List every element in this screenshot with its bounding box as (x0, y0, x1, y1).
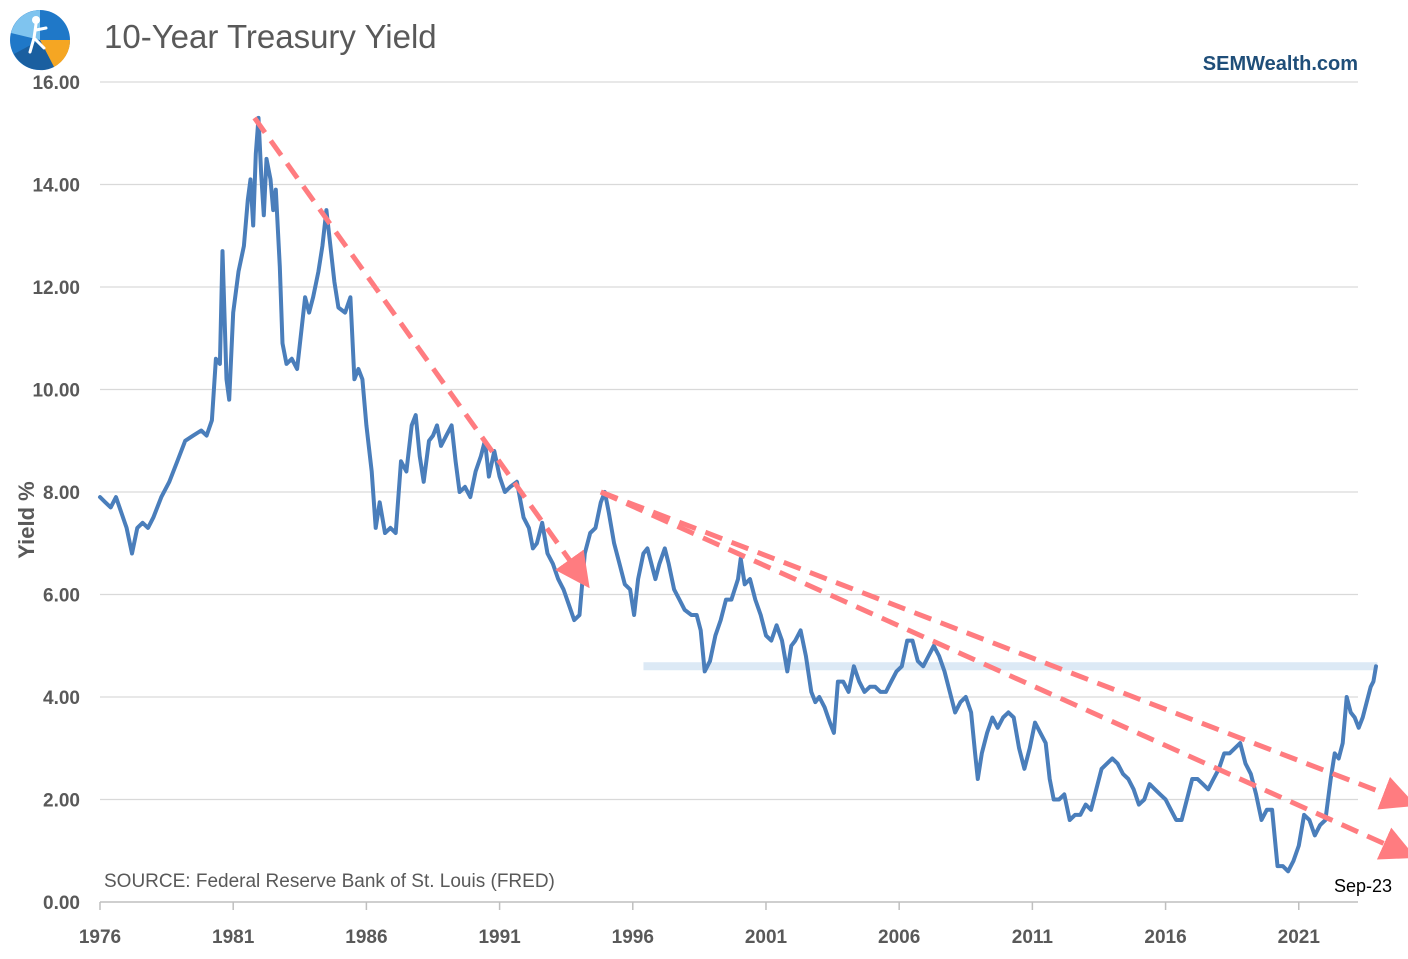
resistance-band (643, 662, 1378, 671)
x-tick-label: 2001 (745, 927, 788, 948)
y-tick-label: 2.00 (43, 791, 80, 812)
x-tick-label: 2016 (1144, 927, 1186, 948)
y-tick-label: 16.00 (32, 73, 80, 94)
x-axis-ticks: 1976 1981 1986 1991 1996 2001 2006 2011 2016 2021 (79, 902, 1320, 948)
y-axis-label: Yield % (14, 481, 39, 558)
y-tick-label: 12.00 (32, 278, 80, 299)
x-tick-label: 2021 (1278, 927, 1321, 948)
end-date-label: Sep-23 (1334, 876, 1392, 896)
chart-title: 10-Year Treasury Yield (104, 18, 437, 55)
x-tick-label: 1991 (478, 927, 521, 948)
y-tick-label: 6.00 (43, 586, 80, 607)
x-tick-label: 2011 (1012, 927, 1054, 948)
y-tick-label: 10.00 (32, 381, 80, 402)
x-tick-label: 1996 (612, 927, 654, 948)
gridlines (100, 81, 1358, 801)
x-tick-label: 1976 (79, 927, 121, 948)
y-tick-label: 4.00 (43, 688, 80, 709)
trend-line (599, 489, 1408, 860)
y-tick-label: 14.00 (32, 176, 80, 197)
trend-lines (252, 116, 1408, 860)
x-tick-label: 2006 (878, 927, 920, 948)
trend-line (252, 116, 590, 589)
y-axis-ticks: 0.00 2.00 4.00 6.00 8.00 10.00 12.00 14.00 16.00 (32, 73, 80, 914)
y-tick-label: 0.00 (43, 893, 80, 914)
x-tick-label: 1986 (345, 927, 387, 948)
semwealth-logo-icon (10, 10, 71, 71)
x-tick-label: 1981 (212, 927, 255, 948)
yield-series-line (98, 115, 1378, 874)
brand-label: SEMWealth.com (1203, 53, 1358, 75)
source-note: SOURCE: Federal Reserve Bank of St. Loui… (104, 871, 555, 892)
trend-line (599, 489, 1408, 810)
y-tick-label: 8.00 (43, 483, 80, 504)
